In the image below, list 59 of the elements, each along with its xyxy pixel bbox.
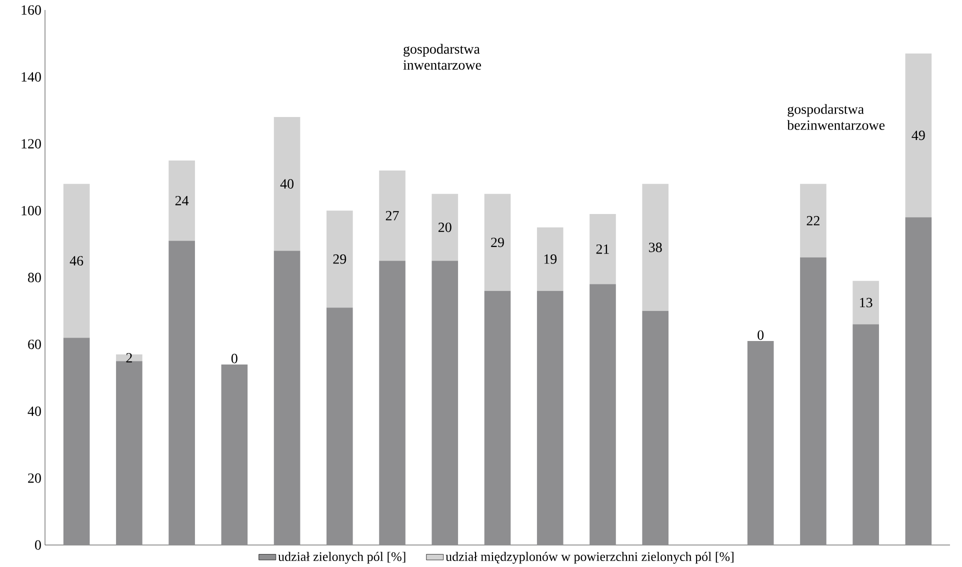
- bar: [747, 341, 774, 545]
- bar: [800, 184, 826, 258]
- bar: [536, 227, 564, 291]
- data-label: 46: [70, 256, 84, 266]
- bar: [536, 290, 564, 545]
- data-label: 21: [596, 244, 609, 254]
- data-label: 22: [806, 216, 820, 226]
- bar: [484, 194, 511, 291]
- y-tick-label: 160: [22, 5, 41, 15]
- bar: [642, 310, 669, 545]
- bar: [590, 284, 616, 545]
- bar: [642, 184, 669, 311]
- data-label: 27: [386, 211, 399, 220]
- bar: [221, 364, 248, 545]
- annotation: gospodarstwa bezinwentarzowe: [787, 104, 885, 130]
- bar: [168, 160, 195, 241]
- bar: [274, 116, 300, 251]
- annotation: gospodarstwa inwentarzowe: [403, 44, 482, 70]
- y-tick-label: 80: [28, 272, 41, 282]
- y-tick-label: 140: [22, 72, 41, 82]
- y-tick-label: 60: [28, 340, 41, 350]
- y-tick-label: 20: [28, 473, 41, 483]
- legend-label: udział międzyplonów w powierzchni zielonych pól [%]: [446, 552, 734, 564]
- bar: [63, 184, 90, 338]
- bar: [274, 250, 300, 545]
- bar: [326, 308, 353, 545]
- bar: [432, 194, 458, 261]
- data-label: 38: [649, 242, 662, 252]
- data-label: 24: [175, 196, 189, 206]
- bar: [63, 338, 90, 545]
- bar: [379, 170, 406, 261]
- data-label: 40: [280, 179, 294, 189]
- bar: [852, 280, 879, 324]
- data-label: 29: [491, 238, 504, 248]
- bar: [905, 53, 932, 218]
- data-label: 0: [758, 330, 764, 340]
- bar: [116, 354, 142, 362]
- y-tick-label: 100: [22, 206, 41, 216]
- bar: [116, 361, 142, 545]
- bar: [484, 290, 511, 545]
- bar: [590, 214, 616, 284]
- legend-label: udział zielonych pól [%]: [278, 552, 406, 564]
- data-label: 0: [231, 354, 238, 364]
- data-label: 13: [860, 298, 872, 308]
- data-label: 2: [126, 353, 132, 362]
- bar: [800, 257, 826, 545]
- bar: [852, 324, 879, 545]
- bar: [432, 260, 458, 545]
- bar: [905, 217, 932, 545]
- data-label: 29: [333, 254, 346, 264]
- bar: [326, 210, 353, 308]
- bar: [168, 240, 195, 545]
- data-label: 49: [912, 130, 925, 140]
- bar: [379, 260, 406, 545]
- y-tick-label: 0: [35, 540, 41, 550]
- data-label: 20: [438, 222, 452, 232]
- y-tick-label: 40: [28, 406, 41, 416]
- y-tick-label: 120: [22, 139, 41, 148]
- data-label: 19: [544, 254, 557, 264]
